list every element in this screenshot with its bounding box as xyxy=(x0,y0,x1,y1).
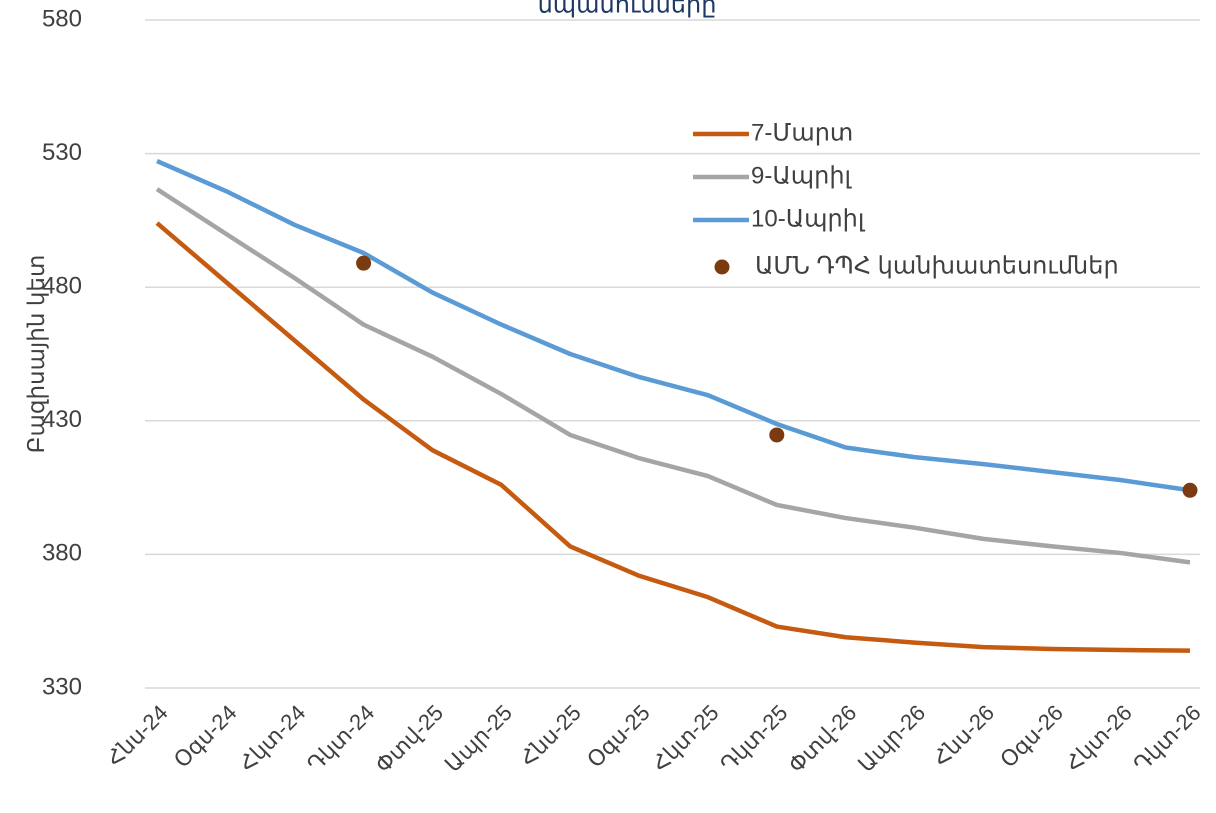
x-tick-label: Ապր-25 xyxy=(440,700,517,777)
x-tick-label: Հկտ-26 xyxy=(1060,700,1136,776)
x-tick-label: Դկտ-25 xyxy=(716,700,793,777)
x-tick-label: Դկտ-24 xyxy=(302,700,379,777)
series-line xyxy=(155,221,1191,653)
legend-label: ԱՄՆ ԴՊՀ կանխատեսումներ xyxy=(755,252,1119,279)
y-tick-label: 530 xyxy=(42,139,82,166)
series-line xyxy=(155,187,1191,565)
x-tick-label: Ապր-26 xyxy=(853,700,930,777)
y-tick-label: 580 xyxy=(42,5,82,32)
legend-label: 9-Ապրիլ xyxy=(751,162,853,189)
y-tick-label: 380 xyxy=(42,540,82,567)
x-tick-label: Օգս-25 xyxy=(582,700,655,773)
forecast-dot xyxy=(769,427,785,443)
x-tick-label: Փտվ-25 xyxy=(370,700,448,778)
y-axis-label: Բազիսային կետ xyxy=(23,255,49,454)
legend-label: 7-Մարտ xyxy=(751,119,853,146)
x-tick-label: Հկտ-24 xyxy=(234,700,310,776)
x-tick-label: Հկտ-25 xyxy=(647,700,723,776)
x-tick-label: Օգս-26 xyxy=(995,700,1068,773)
forecast-dot xyxy=(1182,482,1198,498)
x-tick-label: Փտվ-26 xyxy=(784,700,862,778)
legend-marker xyxy=(714,259,730,275)
series-line xyxy=(156,159,1191,493)
y-tick-label: 480 xyxy=(42,273,82,300)
y-tick-label: 430 xyxy=(42,406,82,433)
x-tick-label: Օգս-24 xyxy=(169,700,242,773)
x-tick-label: Դկտ-26 xyxy=(1129,700,1206,777)
y-tick-label: 330 xyxy=(42,673,82,700)
x-tick-label: Հնս-26 xyxy=(928,700,999,771)
x-tick-label: Հնս-25 xyxy=(515,700,586,771)
forecast-dot xyxy=(356,255,372,271)
x-tick-label: Հնս-24 xyxy=(102,700,173,771)
chart-title: սպասումները xyxy=(538,0,717,18)
legend-label: 10-Ապրիլ xyxy=(751,205,866,232)
